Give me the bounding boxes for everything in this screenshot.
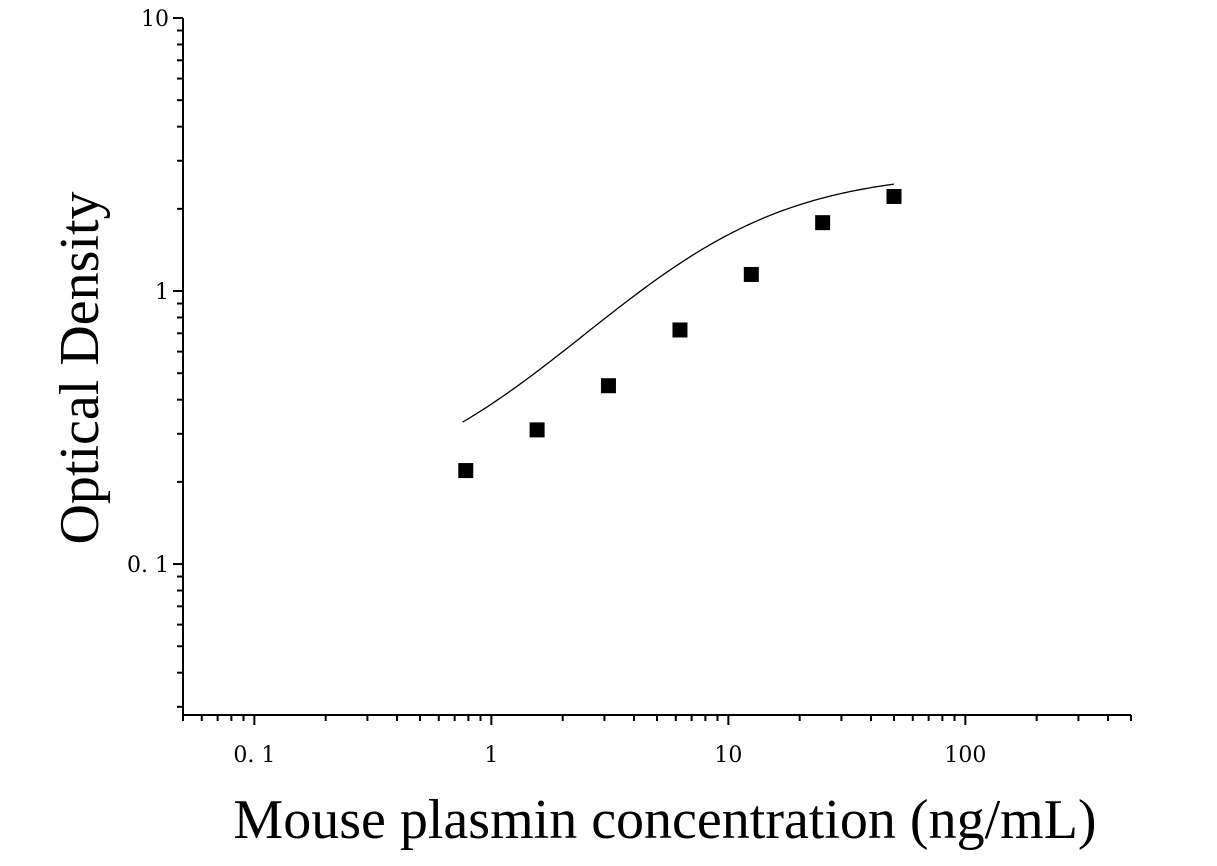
data-point: [815, 215, 831, 231]
x-tick-label: 0. 1: [233, 743, 275, 768]
data-point: [458, 463, 474, 479]
x-axis: 0. 1 1 10 100: [182, 714, 1132, 768]
data-point: [600, 378, 616, 394]
data-point: [672, 322, 688, 338]
data-point: [743, 266, 759, 282]
x-tick-label: 10: [714, 743, 742, 768]
y-tick-label: 10: [141, 7, 169, 32]
fit-curve: [462, 183, 895, 423]
x-tick-label: 1: [484, 743, 498, 768]
data-point: [886, 188, 902, 204]
y-axis: 0. 1 1 10: [127, 7, 184, 715]
y-tick-label: 1: [155, 280, 169, 305]
y-tick-label: 0. 1: [127, 553, 169, 578]
data-point: [529, 422, 545, 438]
y-axis-title: Optical Density: [49, 191, 111, 544]
x-tick-label: 100: [944, 743, 986, 768]
x-axis-title: Mouse plasmin concentration (ng/mL): [233, 789, 1096, 851]
fit-curve-group: [462, 183, 895, 423]
data-points: [458, 188, 902, 479]
